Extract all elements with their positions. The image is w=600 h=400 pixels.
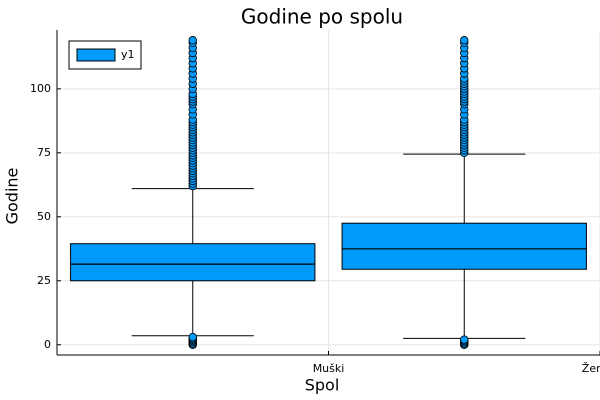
box-Ženski — [341, 36, 587, 349]
outlier-point — [188, 36, 197, 45]
legend-label: y1 — [121, 48, 135, 61]
outlier-point — [460, 36, 469, 45]
outlier-point — [188, 332, 197, 342]
x-tick-label: Muški — [313, 362, 345, 375]
x-axis-label: Spol — [305, 376, 340, 395]
legend: y1 — [68, 40, 142, 70]
y-tick-label: 0 — [44, 338, 51, 351]
y-axis-label: Godine — [3, 168, 22, 225]
axes: 0 25 50 75 100 Muški Ženski — [30, 30, 600, 375]
chart-title: Godine po spolu — [241, 5, 403, 29]
plot-area — [70, 36, 587, 349]
outlier-point — [460, 335, 469, 344]
x-tick-label: Ženski — [582, 362, 600, 375]
box-iqr — [70, 243, 316, 282]
grid-lines — [57, 30, 600, 355]
y-tick-label: 100 — [30, 82, 51, 95]
y-tick-label: 75 — [37, 146, 51, 159]
y-tick-label: 25 — [37, 274, 51, 287]
box-iqr — [341, 222, 587, 270]
box-Muški — [70, 36, 316, 349]
legend-swatch — [76, 48, 116, 62]
y-tick-label: 50 — [37, 210, 51, 223]
